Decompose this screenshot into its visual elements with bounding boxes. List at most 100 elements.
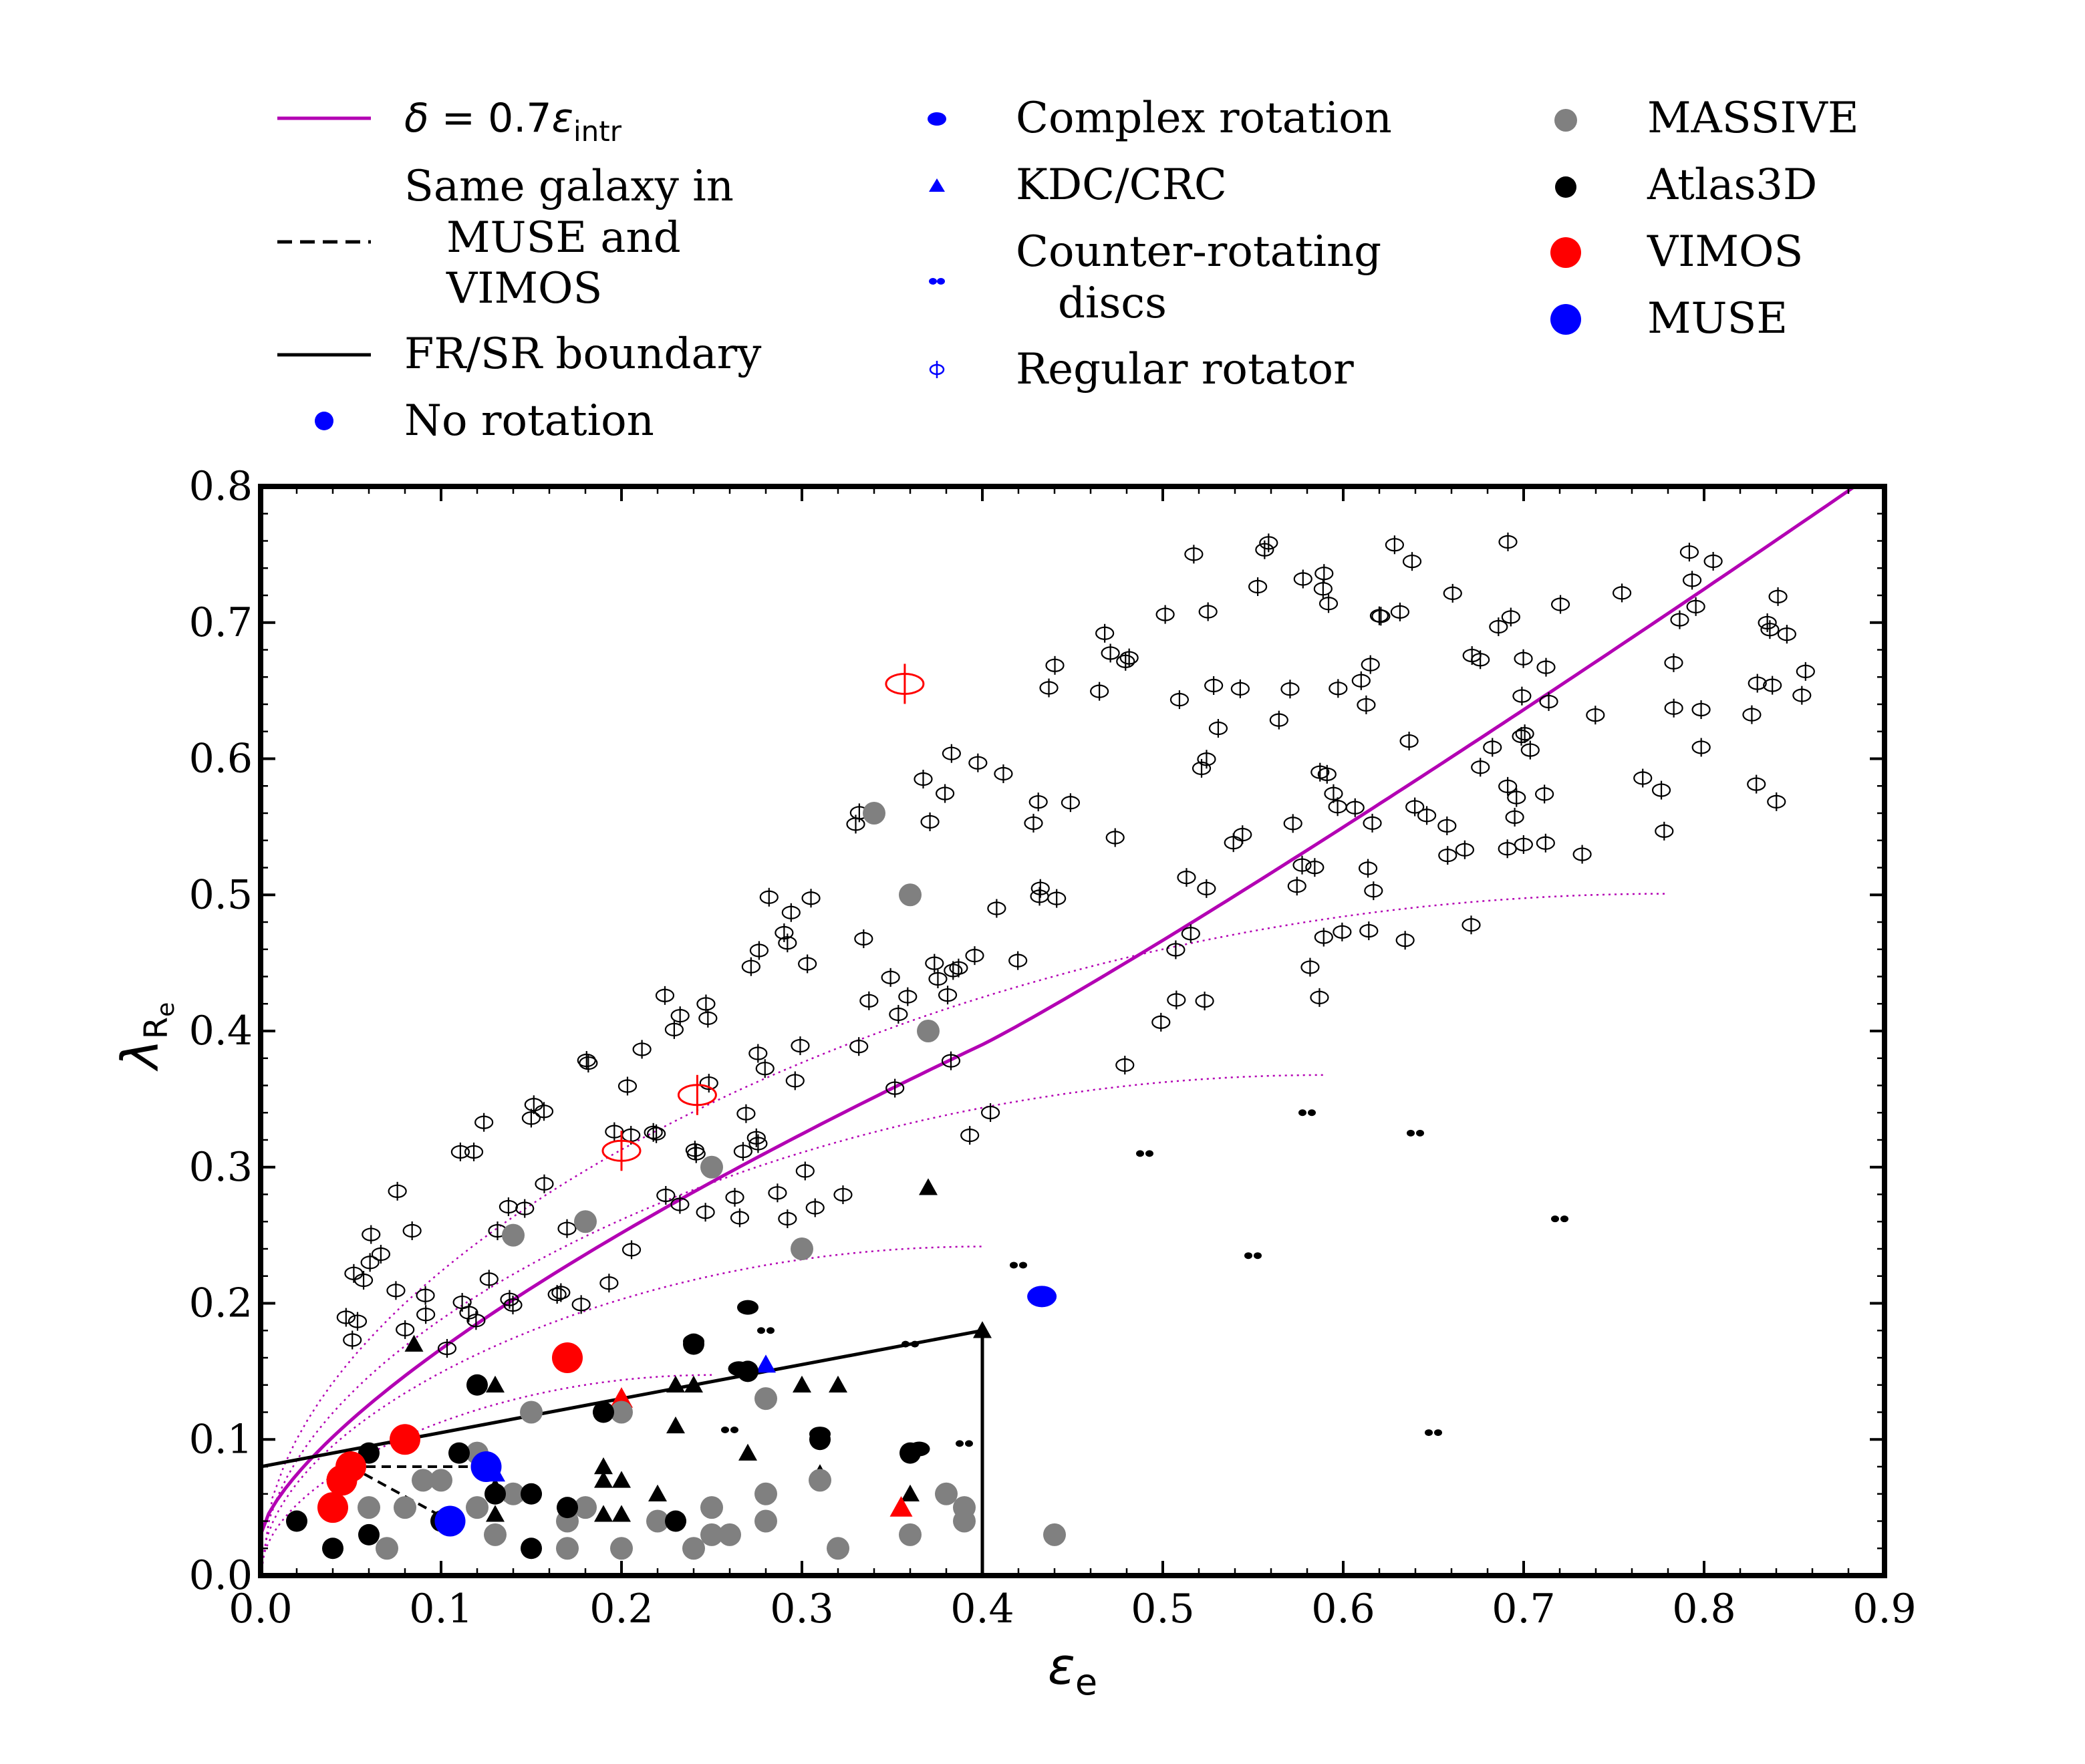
massive-marker xyxy=(556,1537,579,1560)
regular-rotator-marker xyxy=(854,929,873,948)
regular-rotator-marker xyxy=(1204,676,1224,695)
atlas3d-marker xyxy=(286,1510,307,1532)
regular-rotator-marker xyxy=(725,1187,744,1207)
regular-rotator-marker xyxy=(1248,577,1268,596)
x-tick-label: 0.7 xyxy=(1492,1586,1555,1632)
atlas3d-marker xyxy=(557,1497,578,1519)
regular-rotator-marker xyxy=(920,812,940,831)
atlas3d-marker xyxy=(737,1360,758,1382)
y-tick-label: 0.0 xyxy=(189,1552,253,1599)
legend-same-label-2: MUSE and xyxy=(446,213,681,263)
regular-rotator-marker xyxy=(1181,924,1200,943)
regular-rotator-marker xyxy=(1748,674,1767,693)
regular-rotator-marker xyxy=(730,1208,750,1227)
legend-massive-marker xyxy=(1554,109,1577,132)
vimos-marker xyxy=(390,1424,420,1455)
massive-marker xyxy=(754,1387,777,1411)
muse-complex-marker xyxy=(1027,1286,1057,1308)
regular-rotator-marker xyxy=(1514,835,1533,854)
regular-rotator-marker xyxy=(344,1264,364,1283)
counter-rotating-marker xyxy=(1407,1129,1424,1137)
regular-rotator-marker xyxy=(1166,940,1186,960)
atlas3d-marker xyxy=(448,1442,470,1464)
regular-rotator-marker xyxy=(1030,887,1049,906)
regular-rotator-marker xyxy=(859,991,879,1010)
regular-rotator-marker xyxy=(1691,738,1711,757)
vimos-marker xyxy=(552,1342,583,1373)
regular-rotator-marker xyxy=(833,1185,853,1205)
regular-rotator-marker xyxy=(1358,859,1378,878)
regular-rotator-marker xyxy=(557,1219,577,1238)
regular-rotator-marker xyxy=(632,1040,652,1059)
regular-rotator-marker xyxy=(1498,533,1518,552)
counter-rotating-marker xyxy=(1244,1252,1262,1260)
vimos-marker xyxy=(317,1492,348,1523)
legend-delta-eq: = 0.7 xyxy=(429,95,552,142)
regular-rotator-marker xyxy=(670,1006,690,1026)
delta-curve xyxy=(261,486,1858,1535)
regular-rotator-marker xyxy=(1664,698,1683,718)
kdc-marker-atlas xyxy=(648,1484,667,1501)
regular-rotator-marker xyxy=(1305,858,1325,877)
regular-rotator-marker xyxy=(942,744,961,763)
legend-vimos-marker xyxy=(1550,237,1581,268)
legend-regular-label: Regular rotator xyxy=(1016,345,1354,394)
kdc-marker-atlas xyxy=(594,1457,613,1475)
vimos-marker xyxy=(326,1465,358,1496)
y-tick-label: 0.7 xyxy=(189,599,253,646)
regular-rotator-marker xyxy=(1197,750,1216,769)
regular-rotator-marker xyxy=(343,1330,362,1350)
legend-frsr-label: FR/SR boundary xyxy=(404,329,761,379)
legend-norot-label: No rotation xyxy=(404,396,654,446)
regular-rotator-marker xyxy=(698,1008,718,1028)
regular-rotator-marker xyxy=(521,1109,541,1128)
regular-rotator-marker xyxy=(1090,682,1109,701)
regular-rotator-marker xyxy=(1364,881,1383,901)
legend-delta-sub: intr xyxy=(573,115,622,148)
regular-rotator-marker xyxy=(386,1281,406,1300)
regular-rotator-marker xyxy=(656,1185,676,1205)
regular-rotator-marker xyxy=(1371,607,1391,626)
regular-rotator-marker xyxy=(968,753,988,772)
legend-counter-label-1: Counter-rotating xyxy=(1016,227,1381,277)
regular-rotator-marker xyxy=(1287,877,1306,896)
regular-rotator-marker xyxy=(741,957,760,976)
regular-rotator-marker xyxy=(1498,776,1518,796)
regular-rotator-marker xyxy=(885,1078,905,1098)
kdc-marker-atlas xyxy=(404,1334,424,1352)
regular-rotator-marker xyxy=(459,1303,478,1322)
counter-rotating-marker xyxy=(721,1426,738,1433)
regular-rotator-marker xyxy=(1586,706,1605,725)
axes-frame xyxy=(258,484,1887,1578)
counter-rotating-dot xyxy=(1425,1429,1433,1437)
regular-rotator-marker xyxy=(464,1142,484,1161)
regular-rotator-marker xyxy=(664,1020,684,1039)
counter-rotating-dot xyxy=(721,1426,729,1433)
plot-area xyxy=(261,486,1858,1576)
atlas3d-marker xyxy=(809,1429,831,1451)
massive-marker xyxy=(484,1523,507,1546)
counter-rotating-dot xyxy=(730,1426,738,1433)
massive-marker xyxy=(935,1482,958,1505)
legend-counter-label-2: discs xyxy=(1058,279,1167,328)
x-tick-label: 0.8 xyxy=(1672,1586,1735,1632)
regular-rotator-marker xyxy=(617,1076,638,1096)
massive-marker xyxy=(1043,1523,1066,1546)
regular-rotator-marker xyxy=(416,1305,436,1324)
regular-rotator-marker xyxy=(960,1126,980,1145)
regular-rotator-marker xyxy=(785,1071,805,1090)
regular-rotator-marker xyxy=(1505,807,1524,827)
regular-rotator-marker xyxy=(1208,719,1228,738)
counter-rotating-dot xyxy=(1560,1215,1568,1223)
counter-rotating-dot xyxy=(1551,1215,1559,1223)
x-axis-label-sub: e xyxy=(1075,1661,1097,1703)
regular-rotator-marker xyxy=(1313,579,1333,599)
counter-rotating-dot xyxy=(1416,1129,1424,1137)
regular-rotator-marker xyxy=(1361,655,1380,674)
regular-rotator-marker xyxy=(1195,992,1214,1011)
regular-rotator-marker xyxy=(748,1134,768,1153)
regular-rotator-marker xyxy=(1651,780,1671,800)
legend-muse-label: MUSE xyxy=(1647,294,1788,343)
massive-marker xyxy=(646,1509,669,1533)
